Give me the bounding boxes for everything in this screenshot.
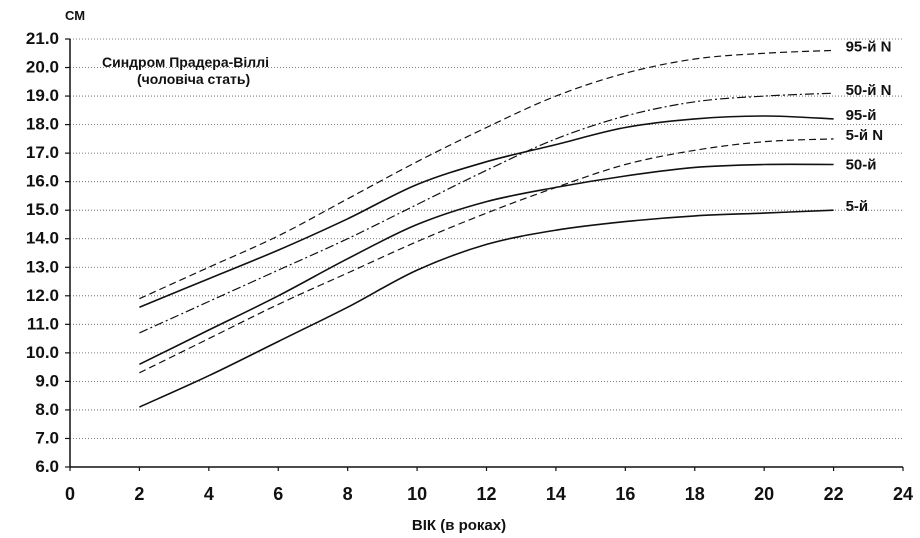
series-label: 50-й <box>846 157 877 174</box>
series-labels: 95-й N 50-й N 95-й 5-й N 50-й 5-й <box>846 38 892 215</box>
y-tick-label: 10.0 <box>26 343 59 362</box>
x-tick-label: 18 <box>685 484 705 504</box>
y-tick-label: 7.0 <box>35 428 59 447</box>
series-label: 95-й <box>846 107 877 124</box>
x-tick-label: 20 <box>754 484 774 504</box>
y-tick-label: 19.0 <box>26 86 59 105</box>
grid-layer <box>70 38 903 439</box>
x-tick-label: 0 <box>65 484 75 504</box>
x-tick-label: 14 <box>546 484 566 504</box>
y-tick-label: 9.0 <box>35 371 59 390</box>
series-label: 50-й N <box>846 82 892 99</box>
chart-title: Синдром Прадера-Віллі <box>102 54 269 70</box>
y-axis-unit-label: СМ <box>65 8 85 23</box>
y-tick-label: 14.0 <box>26 229 59 248</box>
y-tick-label: 15.0 <box>26 200 59 219</box>
series-line <box>139 49 834 300</box>
y-tick-label: 16.0 <box>26 172 59 191</box>
lines-layer <box>139 49 834 408</box>
y-tick-label: 11.0 <box>27 314 59 333</box>
x-tick-label: 6 <box>273 484 283 504</box>
axes-layer: 6.0 7.0 8.0 9.0 10.0 11.0 12.0 13.0 14.0 15.0 16.0… <box>26 29 913 504</box>
y-tick-label: 12.0 <box>26 286 59 305</box>
y-tick-label: 17.0 <box>26 143 59 162</box>
series-label: 95-й N <box>846 38 892 55</box>
y-tick-label: 13.0 <box>26 257 59 276</box>
x-tick-label: 22 <box>824 484 844 504</box>
series-line <box>139 163 834 366</box>
x-tick-label: 24 <box>893 484 913 504</box>
series-label: 5-й <box>846 198 869 215</box>
x-tick-label: 4 <box>204 484 214 504</box>
chart-subtitle: (чоловіча стать) <box>137 71 250 87</box>
series-label: 5-й N <box>846 127 884 144</box>
x-tick-label: 10 <box>407 484 427 504</box>
x-axis-title: ВІК (в роках) <box>412 517 506 534</box>
y-tick-label: 8.0 <box>35 400 59 419</box>
series-line <box>139 92 834 334</box>
y-tick-label: 6.0 <box>35 457 59 476</box>
y-tick-label: 21.0 <box>26 29 59 48</box>
x-tick-label: 16 <box>615 484 635 504</box>
series-line <box>139 115 834 308</box>
series-line <box>139 209 834 408</box>
x-tick-label: 12 <box>476 484 496 504</box>
x-tick-label: 2 <box>134 484 144 504</box>
series-line <box>139 138 834 374</box>
x-tick-label: 8 <box>343 484 353 504</box>
y-tick-label: 20.0 <box>26 58 59 77</box>
y-tick-label: 18.0 <box>26 115 59 134</box>
